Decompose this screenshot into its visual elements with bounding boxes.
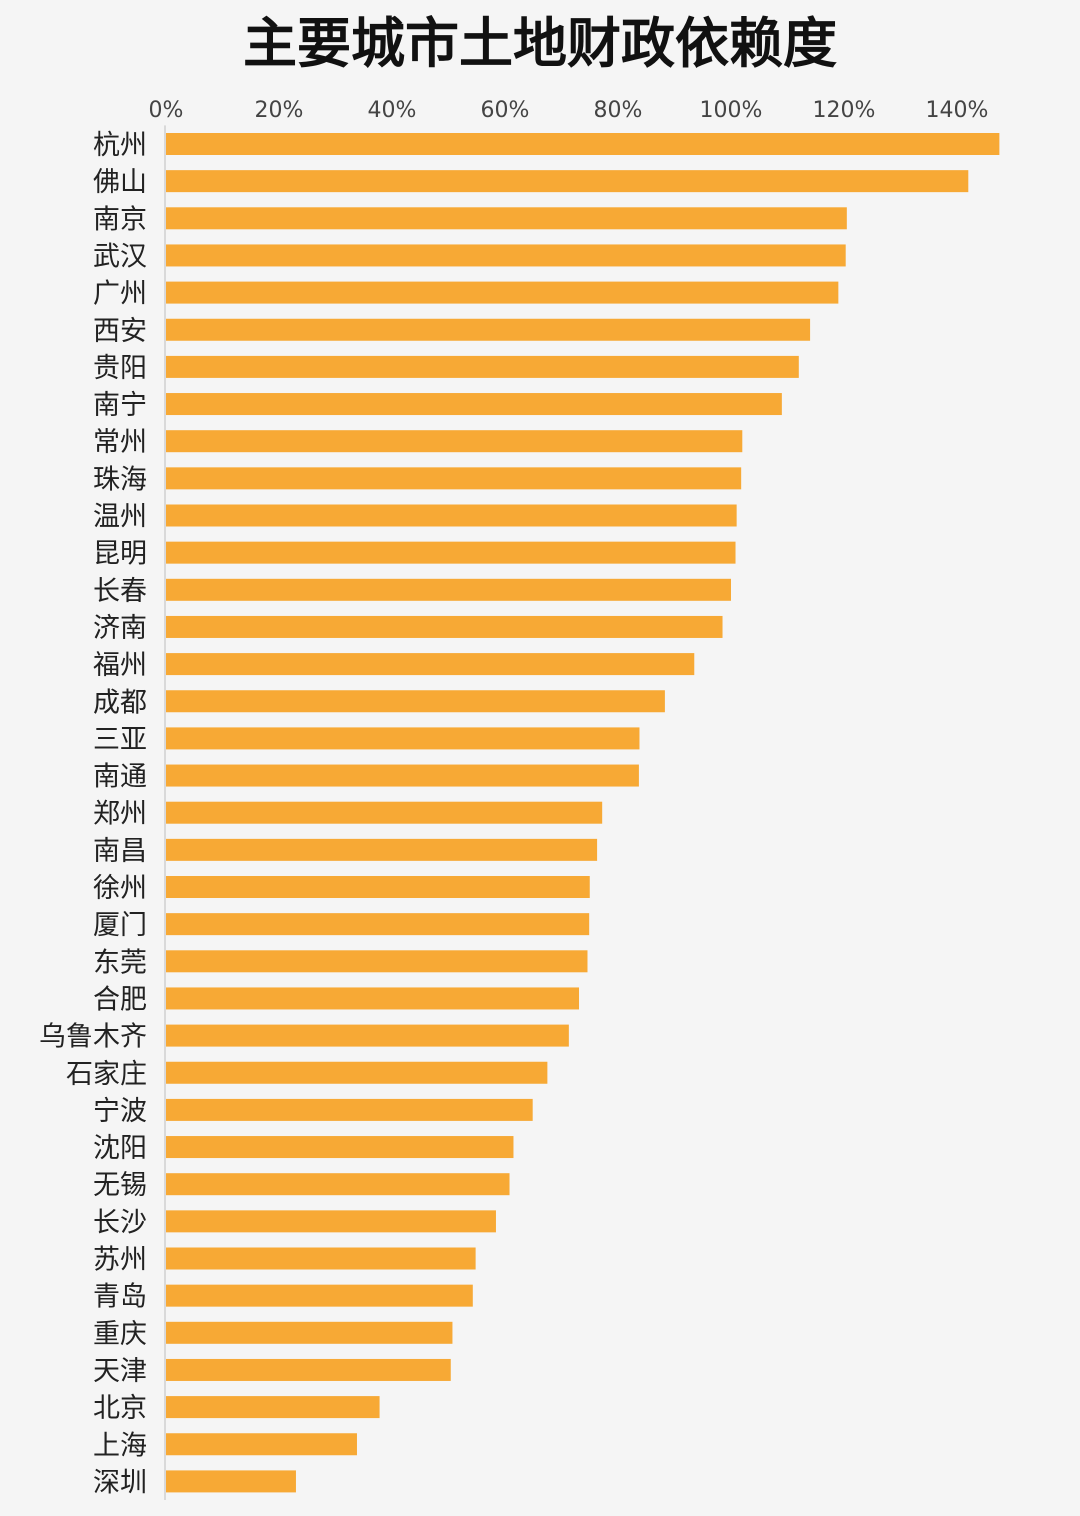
category-label: 北京 bbox=[93, 1393, 147, 1424]
bar bbox=[166, 876, 590, 898]
category-label: 宁波 bbox=[93, 1096, 147, 1127]
category-label: 长沙 bbox=[93, 1207, 147, 1238]
category-label: 武汉 bbox=[93, 241, 147, 272]
bar bbox=[166, 355, 799, 378]
bar bbox=[166, 838, 598, 861]
category-label: 厦门 bbox=[93, 910, 147, 941]
x-tick-label: 120% bbox=[813, 98, 876, 123]
bar bbox=[166, 1321, 453, 1344]
category-label: 青岛 bbox=[93, 1282, 147, 1313]
category-label: 珠海 bbox=[93, 464, 147, 495]
bar bbox=[166, 764, 639, 787]
bar bbox=[166, 1173, 510, 1196]
category-label: 东莞 bbox=[93, 947, 147, 978]
category-label: 佛山 bbox=[93, 167, 147, 198]
category-label: 郑州 bbox=[93, 799, 147, 830]
bar bbox=[166, 244, 846, 267]
bar bbox=[166, 578, 731, 601]
bar bbox=[166, 1396, 380, 1419]
category-label: 重庆 bbox=[93, 1319, 147, 1350]
category-label: 昆明 bbox=[93, 539, 147, 570]
category-label: 常州 bbox=[93, 427, 147, 458]
bar bbox=[166, 913, 590, 936]
category-label: 合肥 bbox=[93, 984, 147, 1015]
bars-group bbox=[166, 133, 1000, 1493]
x-tick-label: 100% bbox=[700, 98, 763, 123]
bar bbox=[166, 1210, 496, 1233]
chart-title: 主要城市土地财政依赖度 bbox=[243, 12, 837, 75]
bar bbox=[166, 281, 839, 304]
bar bbox=[166, 1247, 476, 1270]
bar bbox=[166, 1061, 548, 1084]
category-label: 南通 bbox=[93, 762, 147, 793]
bar bbox=[166, 541, 736, 564]
y-axis-category-labels: 杭州佛山南京武汉广州西安贵阳南宁常州珠海温州昆明长春济南福州成都三亚南通郑州南昌… bbox=[39, 130, 147, 1498]
category-label: 上海 bbox=[93, 1430, 147, 1461]
category-label: 天津 bbox=[93, 1356, 147, 1387]
category-label: 南京 bbox=[93, 204, 147, 235]
bar bbox=[166, 653, 695, 676]
category-label: 长春 bbox=[93, 576, 147, 607]
category-label: 济南 bbox=[93, 613, 147, 644]
category-label: 南宁 bbox=[93, 390, 147, 421]
category-label: 苏州 bbox=[93, 1245, 147, 1276]
x-tick-label: 0% bbox=[149, 98, 184, 123]
bar bbox=[166, 987, 580, 1010]
bar bbox=[166, 690, 665, 713]
bar bbox=[166, 615, 723, 638]
bar bbox=[166, 207, 847, 230]
category-label: 杭州 bbox=[93, 130, 147, 161]
x-tick-label: 20% bbox=[255, 98, 304, 123]
bar bbox=[166, 950, 588, 973]
category-label: 福州 bbox=[93, 650, 147, 681]
x-tick-label: 60% bbox=[481, 98, 530, 123]
category-label: 西安 bbox=[93, 316, 147, 347]
bar bbox=[166, 1470, 296, 1493]
bar bbox=[166, 801, 603, 824]
x-tick-label: 80% bbox=[594, 98, 643, 123]
category-label: 乌鲁木齐 bbox=[39, 1022, 147, 1053]
category-label: 温州 bbox=[93, 502, 147, 533]
category-label: 石家庄 bbox=[66, 1059, 147, 1090]
bar bbox=[166, 1136, 514, 1159]
bar bbox=[166, 1433, 357, 1456]
x-tick-label: 40% bbox=[368, 98, 417, 123]
bar bbox=[166, 170, 969, 193]
bar bbox=[166, 1284, 473, 1307]
category-label: 广州 bbox=[93, 279, 147, 310]
x-tick-label: 140% bbox=[926, 98, 989, 123]
bar bbox=[166, 430, 743, 453]
bar bbox=[166, 318, 811, 341]
category-label: 成都 bbox=[93, 687, 147, 718]
category-label: 三亚 bbox=[93, 724, 147, 755]
bar bbox=[166, 1098, 533, 1121]
bar bbox=[166, 1358, 451, 1381]
x-axis-tick-labels: 0% 20% 40% 60% 80% 100% 120% 140% bbox=[149, 98, 989, 123]
bar bbox=[166, 133, 1000, 155]
category-label: 深圳 bbox=[93, 1467, 147, 1498]
bar bbox=[166, 504, 737, 527]
category-label: 无锡 bbox=[93, 1170, 147, 1201]
bar bbox=[166, 467, 742, 490]
bar bbox=[166, 1024, 569, 1047]
category-label: 沈阳 bbox=[93, 1133, 147, 1164]
category-label: 贵阳 bbox=[93, 353, 147, 384]
category-label: 南昌 bbox=[93, 836, 147, 867]
bar bbox=[166, 727, 640, 750]
bar bbox=[166, 393, 782, 416]
category-label: 徐州 bbox=[93, 873, 147, 904]
